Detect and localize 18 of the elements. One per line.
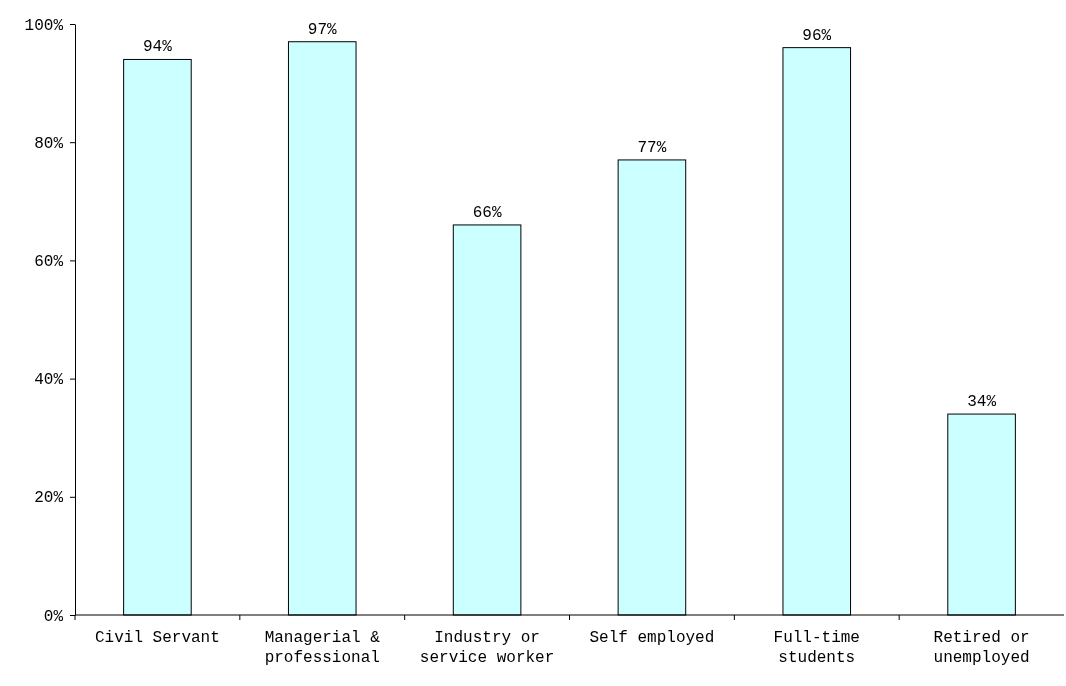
data-label: 66% (472, 203, 502, 222)
x-tick-label: Civil Servant (95, 629, 220, 647)
x-tick-label: Self employed (589, 629, 715, 647)
data-label: 77% (637, 138, 667, 157)
y-tick-label: 40% (34, 371, 64, 390)
data-label: 34% (967, 393, 997, 412)
data-label: 96% (802, 26, 832, 45)
y-tick-label: 100% (24, 16, 64, 35)
x-tick-label: Retired or unemployed (933, 629, 1030, 667)
y-tick-label: 0% (43, 607, 64, 626)
data-label: 94% (143, 38, 173, 57)
y-tick-label: 80% (34, 134, 64, 153)
data-label: 97% (307, 20, 338, 39)
x-tick-label: Full-time students (773, 629, 860, 667)
y-tick-label: 20% (34, 489, 64, 508)
x-tick-label: Industry or service worker (419, 629, 555, 667)
x-tick-label: Managerial & professional (264, 629, 381, 667)
y-tick-label: 60% (34, 253, 64, 272)
